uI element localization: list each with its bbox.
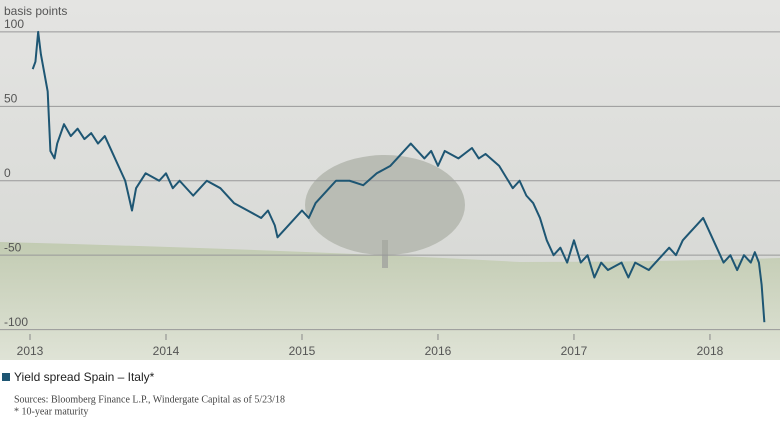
y-axis-label: basis points [4, 4, 67, 18]
x-tick-label: 2015 [289, 344, 316, 358]
y-tick-label: 50 [4, 91, 18, 105]
y-tick-label: -100 [4, 315, 28, 329]
series-line [31, 30, 766, 323]
legend-swatch [2, 373, 10, 381]
x-tick-label: 2016 [425, 344, 452, 358]
legend-label: Yield spread Spain – Italy* [14, 370, 155, 384]
footnote: * 10-year maturity [14, 406, 88, 417]
y-tick-label: 0 [4, 166, 11, 180]
y-tick-label: -50 [4, 240, 22, 254]
x-tick-label: 2013 [17, 344, 44, 358]
x-tick-label: 2018 [697, 344, 724, 358]
source-note: Sources: Bloomberg Finance L.P., Winderg… [14, 394, 285, 405]
x-tick-label: 2014 [153, 344, 180, 358]
x-tick-label: 2017 [561, 344, 588, 358]
y-tick-label: 100 [4, 17, 24, 31]
